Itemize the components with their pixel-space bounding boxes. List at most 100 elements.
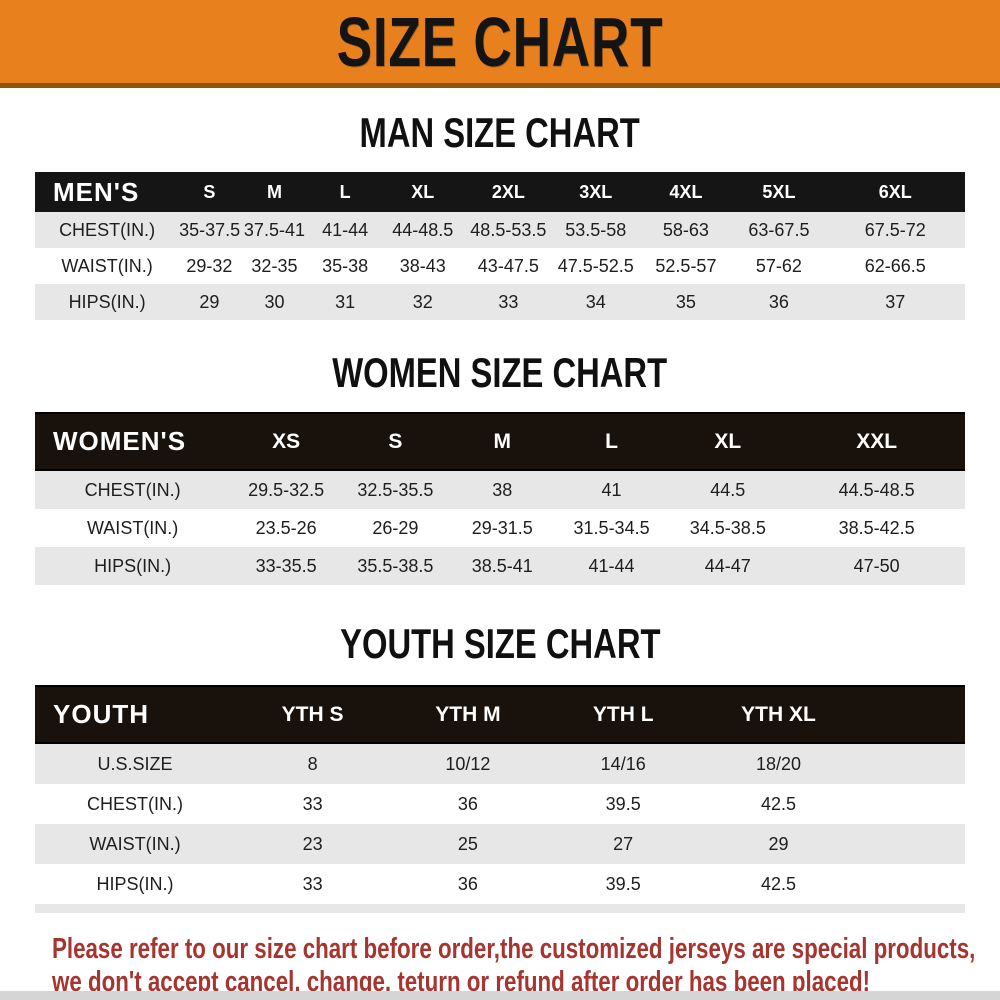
size-value-cell: 37 [885, 291, 906, 312]
row-label: CHEST(IN.) [59, 219, 156, 240]
size-value-cell: 47-50 [853, 555, 900, 576]
column-header: S [341, 412, 449, 471]
column-header: 6XL [825, 172, 965, 212]
size-value-cell: 44.5-48.5 [838, 479, 915, 500]
size-value-cell: 41 [601, 479, 622, 500]
size-value-cell: 8 [307, 753, 318, 774]
size-value-cell: 35.5-38.5 [357, 555, 434, 576]
order-disclaimer: Please refer to our size chart before or… [0, 913, 1000, 999]
size-chart-banner: SIZE CHART [0, 0, 1000, 88]
women-section-title: WOMEN SIZE CHART [332, 349, 668, 396]
table-corner-label: YOUTH [35, 685, 235, 744]
size-value-cell: 33-35.5 [255, 555, 317, 576]
size-value-cell: 34 [585, 291, 606, 312]
section-women: WOMEN SIZE CHART WOMEN'S XS S M L XL XXL CHEST(… [0, 320, 1000, 585]
section-youth: YOUTH SIZE CHART YOUTH YTH S YTH M YTH L YTH… [0, 585, 1000, 913]
size-value-cell: 53.5-58 [565, 219, 627, 240]
column-header: YTH L [545, 685, 701, 744]
column-header: 4XL [639, 172, 733, 212]
row-label: CHEST(IN.) [84, 479, 181, 500]
row-label: HIPS(IN.) [94, 555, 172, 576]
size-value-cell: 62-66.5 [864, 255, 926, 276]
size-value-cell: 32-35 [251, 255, 298, 276]
size-value-cell: 32.5-35.5 [357, 479, 434, 500]
size-value-cell: 38.5-42.5 [838, 517, 915, 538]
size-value-cell: 33 [302, 793, 323, 814]
size-value-cell: 44-48.5 [392, 219, 454, 240]
size-value-cell: 31.5-34.5 [573, 517, 650, 538]
table-row: U.S.SIZE 8 10/12 14/16 18/20 [35, 743, 965, 784]
column-header: XXL [788, 412, 965, 471]
column-header: S [179, 172, 240, 212]
size-value-cell: 52.5-57 [655, 255, 717, 276]
table-header-row: YOUTH YTH S YTH M YTH L YTH XL [35, 685, 965, 744]
table-header-row: MEN'S S M L XL 2XL 3XL 4XL 5XL 6XL [35, 172, 965, 212]
size-value-cell: 41-44 [322, 219, 369, 240]
table-row: CHEST(IN.) 35-37.5 37.5-41 41-44 44-48.5 48.5… [35, 212, 965, 248]
table-row: WAIST(IN.) 23.5-26 26-29 29-31.5 31.5-34.5 34… [35, 509, 965, 547]
table-row: WAIST(IN.) 23 25 27 29 [35, 824, 965, 864]
size-value-cell: 38.5-41 [471, 555, 533, 576]
row-label: CHEST(IN.) [86, 793, 183, 814]
size-value-cell: 33 [302, 873, 323, 894]
blank-cell [856, 743, 965, 784]
table-row: WAIST(IN.) 29-32 32-35 35-38 38-43 43-47.5 47.… [35, 248, 965, 284]
column-header: L [555, 412, 668, 471]
man-size-table-wrap: MEN'S S M L XL 2XL 3XL 4XL 5XL 6XL CHEST(IN.) 35-37… [0, 172, 1000, 320]
size-value-cell: 29-31.5 [471, 517, 533, 538]
man-size-table: MEN'S S M L XL 2XL 3XL 4XL 5XL 6XL CHEST(IN.) 35-37… [35, 172, 965, 320]
table-row: HIPS(IN.) 29 30 31 32 33 34 35 36 37 [35, 284, 965, 320]
size-value-cell: 43-47.5 [477, 255, 539, 276]
blank-cell [856, 784, 965, 824]
man-section-title: MAN SIZE CHART [359, 109, 641, 156]
disclaimer-line-1: Please refer to our size chart before or… [52, 933, 976, 965]
size-value-cell: 23 [302, 833, 323, 854]
section-man: MAN SIZE CHART MEN'S S M L XL 2XL 3XL 4XL 5XL 6XL… [0, 88, 1000, 320]
blank-cell [856, 864, 965, 909]
size-value-cell: 58-63 [662, 219, 709, 240]
row-label: WAIST(IN.) [89, 833, 181, 854]
size-value-cell: 30 [264, 291, 285, 312]
size-value-cell: 47.5-52.5 [557, 255, 634, 276]
size-value-cell: 10/12 [445, 753, 491, 774]
size-value-cell: 18/20 [755, 753, 802, 774]
table-row: CHEST(IN.) 29.5-32.5 32.5-35.5 38 41 44.5 44.5… [35, 470, 965, 509]
size-value-cell: 23.5-26 [255, 517, 317, 538]
size-value-cell: 34.5-38.5 [689, 517, 766, 538]
blank-cell [856, 824, 965, 864]
table-corner-label: WOMEN'S [35, 412, 231, 471]
table-row: HIPS(IN.) 33-35.5 35.5-38.5 38.5-41 41-44 44-… [35, 547, 965, 585]
size-value-cell: 39.5 [605, 793, 641, 814]
size-value-cell: 57-62 [755, 255, 802, 276]
row-label: HIPS(IN.) [96, 873, 174, 894]
youth-section-title: YOUTH SIZE CHART [339, 620, 661, 667]
column-header: XL [667, 412, 789, 471]
size-value-cell: 29 [199, 291, 220, 312]
size-value-cell: 67.5-72 [864, 219, 926, 240]
column-header: L [309, 172, 381, 212]
size-value-cell: 33 [498, 291, 519, 312]
size-value-cell: 29-32 [186, 255, 233, 276]
size-value-cell: 27 [613, 833, 634, 854]
column-header: 5XL [732, 172, 826, 212]
column-header: 2XL [464, 172, 553, 212]
size-value-cell: 35-37.5 [179, 219, 241, 240]
size-value-cell: 42.5 [760, 873, 797, 894]
bottom-strip [0, 991, 1000, 1000]
size-value-cell: 63-67.5 [748, 219, 810, 240]
size-value-cell: 29.5-32.5 [248, 479, 325, 500]
row-label: HIPS(IN.) [68, 291, 146, 312]
column-header: YTH XL [700, 685, 857, 744]
table-row: CHEST(IN.) 33 36 39.5 42.5 [35, 784, 965, 824]
size-value-cell: 37.5-41 [243, 219, 305, 240]
table-corner-label: MEN'S [35, 172, 180, 212]
row-label: U.S.SIZE [97, 753, 173, 774]
size-value-cell: 44.5 [710, 479, 746, 500]
blank-header-cell [856, 685, 965, 744]
size-value-cell: 14/16 [600, 753, 646, 774]
column-header: XS [230, 412, 342, 471]
column-header: YTH M [390, 685, 546, 744]
size-value-cell: 42.5 [760, 793, 797, 814]
column-header: 3XL [552, 172, 640, 212]
column-header: M [448, 412, 556, 471]
